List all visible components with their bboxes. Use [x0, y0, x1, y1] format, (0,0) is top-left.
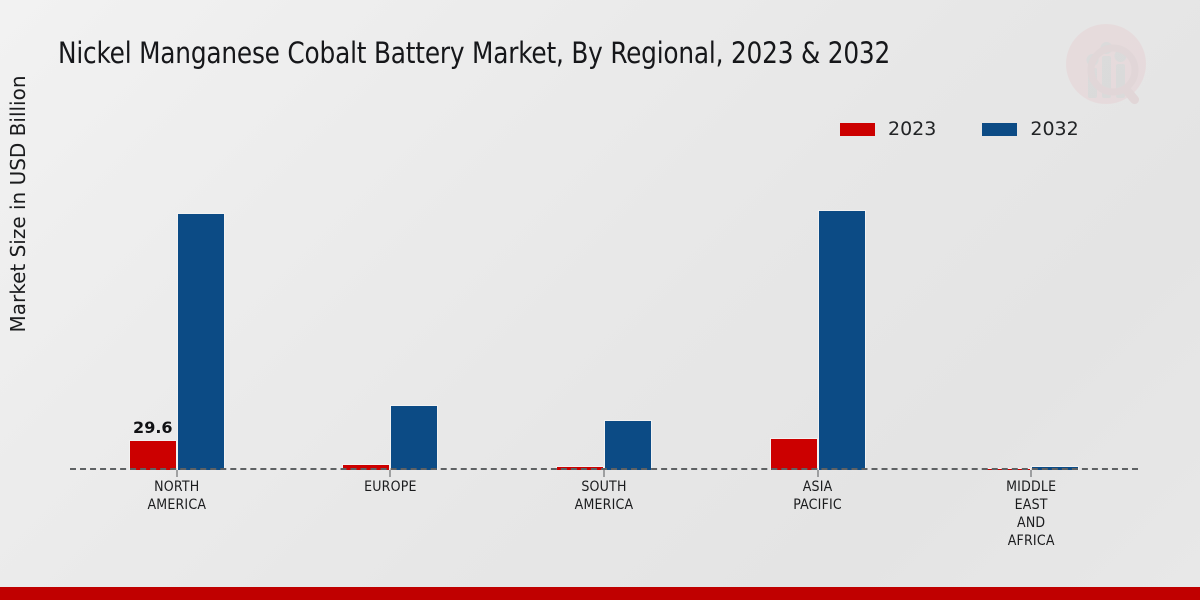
- category-label-line: AMERICA: [147, 497, 207, 513]
- legend-swatch-2023: [840, 122, 875, 136]
- bar-2023[interactable]: 29.6: [128, 418, 177, 470]
- bar-pair: [983, 170, 1080, 477]
- x-axis-baseline: [70, 468, 1138, 470]
- bar-group: 29.6: [70, 170, 284, 477]
- bar-2032[interactable]: [817, 210, 866, 470]
- x-axis-tick: [1030, 470, 1032, 477]
- category-label-line: AMERICA: [574, 497, 634, 513]
- category-label-line: EAST: [1014, 497, 1048, 513]
- bar-group: [497, 170, 711, 477]
- legend-item-2023[interactable]: 2023: [840, 118, 936, 140]
- x-axis-tick: [603, 470, 605, 477]
- legend-label-2023: 2023: [888, 118, 937, 140]
- category-label-line: MIDDLE: [1006, 479, 1057, 495]
- x-axis-category-label: ASIA PACIFIC: [711, 478, 925, 550]
- category-label-line: ASIA: [802, 479, 833, 495]
- bar-2032[interactable]: [176, 213, 225, 470]
- x-axis-tick: [176, 470, 178, 477]
- x-axis-category-label: MIDDLE EAST AND AFRICA: [924, 478, 1138, 550]
- bar-pair: [342, 170, 439, 477]
- legend-item-2032[interactable]: 2032: [982, 118, 1079, 140]
- watermark-logo-icon: [1058, 18, 1156, 116]
- bar-2023[interactable]: [769, 437, 818, 470]
- chart-legend: 2023 2032: [840, 118, 1079, 140]
- plot-area: 29.6: [70, 170, 1138, 477]
- x-axis-tick: [389, 470, 391, 477]
- x-axis-tick: [817, 470, 819, 477]
- x-axis-category-label: NORTH AMERICA: [70, 478, 284, 550]
- bar-pair: [769, 170, 866, 477]
- x-axis-category-label: SOUTH AMERICA: [497, 478, 711, 550]
- category-label-line: SOUTH: [581, 479, 627, 495]
- bar-group: [711, 170, 925, 477]
- bar-2023[interactable]: [555, 465, 604, 470]
- bar-groups: 29.6: [70, 170, 1138, 477]
- bar-2032[interactable]: [390, 405, 439, 470]
- bar-group: [924, 170, 1138, 477]
- category-label-line: AND: [1017, 515, 1046, 531]
- category-label-line: PACIFIC: [793, 497, 842, 513]
- bar-pair: [555, 170, 652, 477]
- x-axis-category-label: EUROPE: [284, 478, 498, 550]
- chart-title: Nickel Manganese Cobalt Battery Market, …: [58, 36, 891, 70]
- bar-group: [284, 170, 498, 477]
- category-label-line: EUROPE: [364, 479, 417, 495]
- bar-2032[interactable]: [603, 420, 652, 470]
- x-axis-category-labels: NORTH AMERICA EUROPE SOUTH AMERICA ASIA PACIFI…: [70, 478, 1138, 550]
- bar-2032[interactable]: [1031, 465, 1080, 470]
- bar-value-label: 29.6: [133, 418, 173, 438]
- legend-swatch-2032: [982, 122, 1018, 136]
- category-label-line: AFRICA: [1007, 533, 1055, 549]
- footer-accent-band: [0, 587, 1200, 600]
- bar-2023[interactable]: [342, 464, 391, 470]
- category-label-line: NORTH: [154, 479, 200, 495]
- legend-label-2032: 2032: [1030, 118, 1079, 140]
- bar-pair: 29.6: [128, 170, 225, 477]
- y-axis-title: Market Size in USD Billion: [6, 75, 30, 333]
